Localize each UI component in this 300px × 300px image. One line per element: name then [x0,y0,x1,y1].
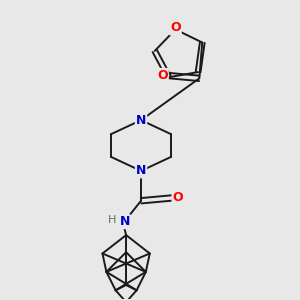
Text: O: O [172,191,183,204]
Text: N: N [119,215,130,228]
Text: H: H [108,214,116,225]
Text: O: O [170,22,181,34]
Text: N: N [136,164,146,177]
Text: N: N [136,114,146,127]
Text: O: O [157,69,168,82]
